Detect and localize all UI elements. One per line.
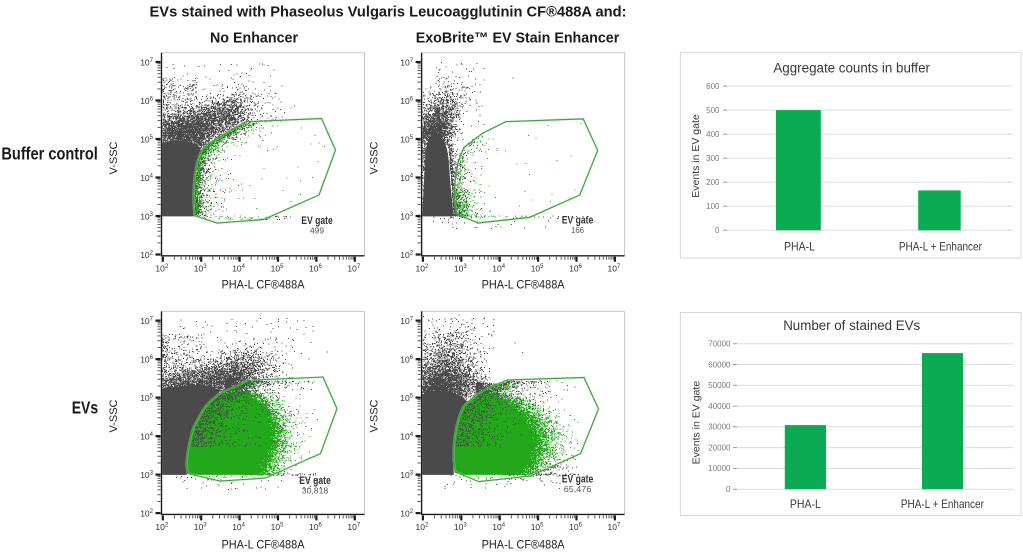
svg-text:105: 105 (400, 135, 413, 145)
svg-text:107: 107 (400, 316, 413, 326)
svg-text:105: 105 (531, 522, 544, 532)
svg-text:PHA-L CF®488A: PHA-L CF®488A (482, 280, 565, 292)
svg-text:20000: 20000 (708, 443, 731, 452)
svg-text:70000: 70000 (708, 340, 731, 349)
svg-text:103: 103 (140, 470, 153, 480)
svg-text:105: 105 (271, 263, 284, 273)
svg-text:103: 103 (454, 263, 467, 273)
svg-text:EV gate: EV gate (562, 474, 594, 486)
svg-text:104: 104 (492, 263, 505, 273)
svg-text:103: 103 (140, 212, 153, 222)
svg-text:166: 166 (571, 225, 584, 235)
svg-text:500: 500 (706, 106, 720, 115)
svg-text:30,818: 30,818 (302, 486, 329, 496)
svg-text:106: 106 (400, 96, 413, 106)
svg-text:103: 103 (400, 470, 413, 480)
svg-text:PHA-L CF®488A: PHA-L CF®488A (222, 280, 305, 292)
svg-text:102: 102 (400, 250, 413, 260)
svg-text:Aggregate counts in buffer: Aggregate counts in buffer (773, 61, 930, 76)
svg-text:104: 104 (140, 173, 153, 183)
svg-text:600: 600 (706, 82, 720, 91)
svg-text:105: 105 (531, 263, 544, 273)
svg-text:PHA-L: PHA-L (784, 240, 815, 254)
svg-text:104: 104 (232, 522, 245, 532)
svg-text:105: 105 (400, 393, 413, 403)
svg-text:103: 103 (194, 263, 207, 273)
svg-text:499: 499 (310, 226, 324, 236)
svg-text:107: 107 (607, 263, 620, 273)
svg-text:No Enhancer: No Enhancer (210, 31, 298, 47)
svg-text:104: 104 (232, 263, 245, 273)
svg-text:PHA-L + Enhancer: PHA-L + Enhancer (899, 240, 982, 254)
svg-text:400: 400 (706, 130, 720, 139)
svg-text:104: 104 (400, 173, 413, 183)
svg-text:107: 107 (347, 522, 360, 532)
svg-text:0: 0 (726, 485, 731, 494)
svg-text:EV gate: EV gate (299, 475, 331, 487)
svg-text:V-SSC: V-SSC (108, 399, 120, 432)
svg-text:10000: 10000 (708, 464, 731, 473)
svg-text:102: 102 (140, 250, 153, 260)
svg-text:V-SSC: V-SSC (369, 399, 381, 432)
svg-text:Events in EV gate: Events in EV gate (690, 114, 702, 198)
svg-text:102: 102 (400, 509, 413, 519)
svg-text:Events in EV gate: Events in EV gate (690, 381, 702, 465)
svg-text:EV gate: EV gate (301, 215, 333, 227)
svg-text:102: 102 (415, 522, 428, 532)
svg-text:Number of stained EVs: Number of stained EVs (783, 318, 920, 333)
svg-text:104: 104 (140, 432, 153, 442)
svg-text:105: 105 (140, 393, 153, 403)
svg-text:106: 106 (569, 263, 582, 273)
svg-text:102: 102 (155, 263, 168, 273)
svg-text:0: 0 (715, 226, 720, 235)
svg-text:106: 106 (140, 96, 153, 106)
svg-text:102: 102 (140, 509, 153, 519)
svg-text:PHA-L + Enhancer: PHA-L + Enhancer (901, 497, 984, 511)
svg-text:107: 107 (347, 263, 360, 273)
svg-text:103: 103 (454, 522, 467, 532)
svg-text:106: 106 (400, 355, 413, 365)
svg-text:300: 300 (706, 154, 720, 163)
svg-text:V-SSC: V-SSC (108, 141, 120, 174)
svg-text:105: 105 (271, 522, 284, 532)
svg-text:65,476: 65,476 (564, 484, 592, 494)
svg-text:107: 107 (140, 58, 153, 68)
svg-text:100: 100 (706, 202, 720, 211)
svg-text:106: 106 (140, 355, 153, 365)
svg-text:V-SSC: V-SSC (369, 141, 381, 174)
svg-text:107: 107 (140, 316, 153, 326)
svg-text:106: 106 (309, 522, 322, 532)
svg-text:50000: 50000 (708, 381, 731, 390)
svg-text:102: 102 (415, 263, 428, 273)
svg-text:ExoBrite™ EV Stain Enhancer: ExoBrite™ EV Stain Enhancer (416, 31, 620, 47)
svg-text:106: 106 (569, 522, 582, 532)
svg-text:102: 102 (155, 522, 168, 532)
svg-text:PHA-L: PHA-L (790, 497, 821, 511)
svg-text:Buffer control: Buffer control (1, 144, 97, 164)
svg-text:PHA-L CF®488A: PHA-L CF®488A (222, 540, 305, 552)
svg-text:200: 200 (706, 178, 720, 187)
svg-text:105: 105 (140, 135, 153, 145)
svg-text:104: 104 (492, 522, 505, 532)
svg-text:30000: 30000 (708, 423, 731, 432)
svg-text:107: 107 (607, 522, 620, 532)
svg-text:PHA-L CF®488A: PHA-L CF®488A (482, 540, 565, 552)
svg-text:60000: 60000 (708, 360, 731, 369)
svg-text:106: 106 (309, 263, 322, 273)
svg-text:103: 103 (400, 212, 413, 222)
svg-text:EVs: EVs (72, 398, 99, 418)
svg-text:40000: 40000 (708, 402, 731, 411)
svg-text:EV gate: EV gate (562, 215, 594, 227)
svg-text:EVs stained with Phaseolus Vul: EVs stained with Phaseolus Vulgaris Leuc… (150, 5, 627, 21)
svg-text:104: 104 (400, 432, 413, 442)
svg-text:107: 107 (400, 58, 413, 68)
svg-text:103: 103 (194, 522, 207, 532)
